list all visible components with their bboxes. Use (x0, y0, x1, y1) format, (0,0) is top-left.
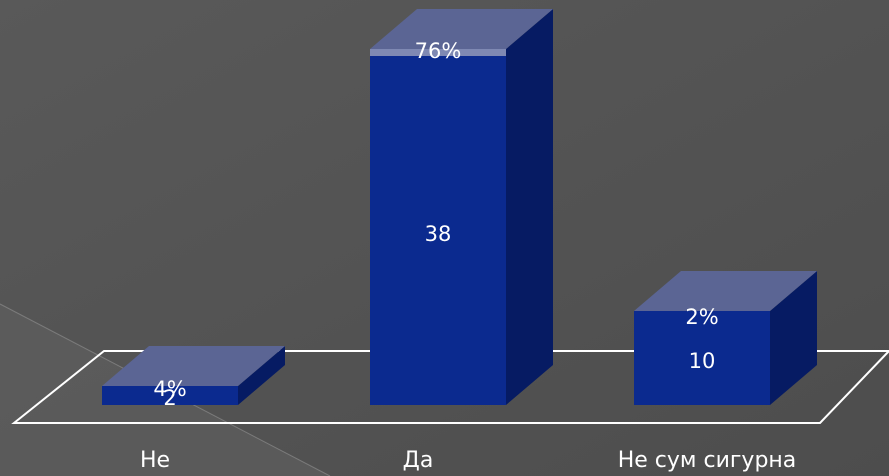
percent-label: 76% (415, 39, 462, 63)
labels-layer: 24% Не 38 76% Да 10 2% Не сум сигурна (140, 39, 796, 473)
chart-floor (11, 350, 889, 424)
bar-side (238, 346, 285, 405)
bar-front (370, 49, 506, 405)
bar-2 (370, 9, 553, 405)
bars-layer (102, 9, 817, 405)
percent-label: 2% (685, 305, 718, 329)
value-label: 10 (689, 349, 716, 373)
bar-3 (634, 271, 817, 405)
bar-front (634, 311, 770, 405)
category-label: Да (403, 448, 434, 473)
value-label: 38 (425, 222, 452, 246)
bar-top (370, 9, 553, 49)
value-label: 2 (163, 386, 176, 410)
bar-1 (102, 346, 285, 405)
bar-side (770, 271, 817, 405)
category-label: Не сум сигурна (618, 448, 797, 473)
category-label: Не (140, 448, 170, 473)
bar-top-highlight (370, 49, 506, 56)
bar-top (634, 271, 817, 311)
bar-top (102, 346, 285, 386)
bar-front (102, 386, 238, 405)
bar-side (506, 9, 553, 405)
percent-label: 4% (153, 377, 186, 401)
